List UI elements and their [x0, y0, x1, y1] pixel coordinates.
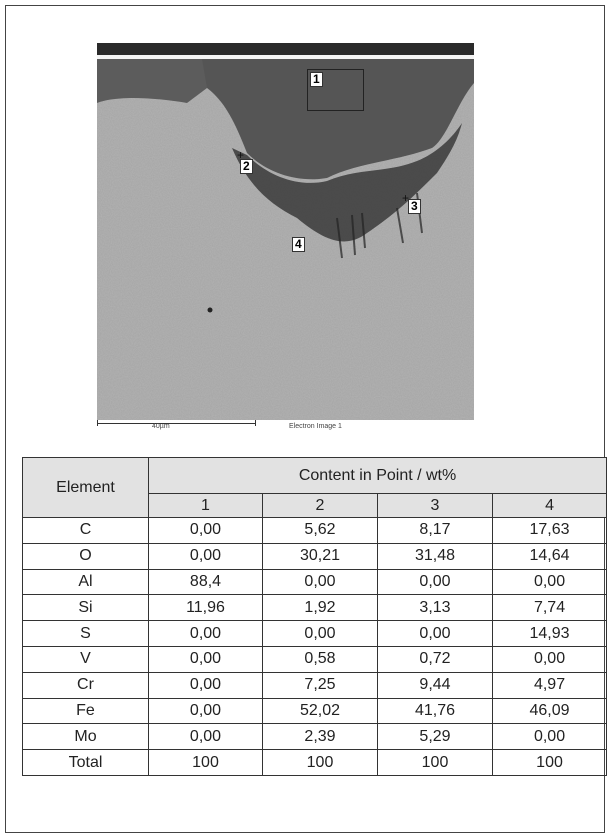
value-cell: 0,58 [262, 645, 378, 673]
element-header: Element [22, 457, 149, 518]
value-cell: 4,97 [491, 671, 608, 699]
value-cell: 0,72 [377, 645, 493, 673]
value-cell: 30,21 [262, 542, 378, 570]
element-cell: Mo [22, 723, 149, 751]
table-row: S 0,00 0,00 0,00 14,93 [22, 620, 608, 647]
scale-tick-left [97, 420, 98, 426]
value-cell: 0,00 [148, 517, 263, 544]
point-label-4: 4 [292, 237, 305, 252]
eds-composition-table: Element Content in Point / wt% 1 2 3 4 C… [22, 457, 608, 776]
point-label-1: 1 [310, 72, 323, 87]
value-cell: 1,92 [262, 594, 378, 622]
value-cell: 0,00 [491, 568, 608, 596]
table-row: Cr 0,00 7,25 9,44 4,97 [22, 671, 608, 699]
scale-label: 40µm [152, 423, 170, 430]
element-cell: C [22, 517, 149, 544]
value-cell: 31,48 [377, 542, 493, 570]
element-cell: Cr [22, 671, 149, 699]
value-cell: 0,00 [377, 568, 493, 596]
table-row: O 0,00 30,21 31,48 14,64 [22, 542, 608, 570]
point-header: 1 [148, 493, 263, 518]
value-cell: 11,96 [148, 594, 263, 622]
table-row: Fe 0,00 52,02 41,76 46,09 [22, 697, 608, 725]
value-cell: 88,4 [148, 568, 263, 596]
value-cell: 5,29 [377, 723, 493, 751]
table-row: C 0,00 5,62 8,17 17,63 [22, 517, 608, 544]
value-cell: 100 [377, 749, 493, 776]
table-body: C 0,00 5,62 8,17 17,63 O 0,00 30,21 31,48 14,64 Al… [22, 517, 608, 776]
scale-line [97, 423, 255, 424]
value-cell: 14,64 [491, 542, 608, 570]
point-label-2: 2 [240, 159, 253, 174]
value-cell: 0,00 [262, 620, 378, 647]
value-cell: 7,74 [491, 594, 608, 622]
point-header: 3 [377, 493, 493, 518]
table-row: Total 100 100 100 100 [22, 749, 608, 776]
point-2-marker: + [237, 148, 245, 162]
value-cell: 2,39 [262, 723, 378, 751]
value-cell: 0,00 [148, 542, 263, 570]
element-cell: Total [22, 749, 149, 776]
sem-image [97, 43, 474, 420]
value-cell: 9,44 [377, 671, 493, 699]
value-cell: 8,17 [377, 517, 493, 544]
value-cell: 0,00 [148, 671, 263, 699]
value-cell: 5,62 [262, 517, 378, 544]
value-cell: 0,00 [262, 568, 378, 596]
scale-tick-right [255, 420, 256, 426]
point-label-3: 3 [408, 199, 421, 214]
image-caption: Electron Image 1 [289, 423, 342, 430]
value-cell: 0,00 [491, 723, 608, 751]
element-cell: Si [22, 594, 149, 622]
table-row: Mo 0,00 2,39 5,29 0,00 [22, 723, 608, 751]
value-cell: 7,25 [262, 671, 378, 699]
figure-frame: 1 + 2 + 3 4 40µm Electron Image 1 Elemen… [5, 5, 608, 833]
table-row: Al 88,4 0,00 0,00 0,00 [22, 568, 608, 596]
value-cell: 100 [148, 749, 263, 776]
value-cell: 41,76 [377, 697, 493, 725]
element-cell: V [22, 645, 149, 673]
table-row: Si 11,96 1,92 3,13 7,74 [22, 594, 608, 622]
value-cell: 0,00 [491, 645, 608, 673]
value-cell: 52,02 [262, 697, 378, 725]
value-cell: 0,00 [148, 697, 263, 725]
value-cell: 14,93 [491, 620, 608, 647]
point-header: 4 [491, 493, 608, 518]
value-cell: 46,09 [491, 697, 608, 725]
content-header: Content in Point / wt% [147, 457, 608, 494]
element-cell: S [22, 620, 149, 647]
value-cell: 100 [262, 749, 378, 776]
value-cell: 0,00 [148, 645, 263, 673]
value-cell: 100 [491, 749, 608, 776]
scale-bar: 40µm Electron Image 1 [97, 420, 474, 433]
value-cell: 0,00 [377, 620, 493, 647]
value-cell: 3,13 [377, 594, 493, 622]
value-cell: 0,00 [148, 723, 263, 751]
point-header: 2 [262, 493, 378, 518]
element-cell: Fe [22, 697, 149, 725]
point-3-marker: + [402, 191, 410, 205]
element-cell: O [22, 542, 149, 570]
value-cell: 0,00 [148, 620, 263, 647]
element-cell: Al [22, 568, 149, 596]
sem-micrograph: 1 + 2 + 3 4 40µm Electron Image 1 [97, 43, 474, 433]
point-1-box [307, 69, 364, 111]
table-row: V 0,00 0,58 0,72 0,00 [22, 645, 608, 673]
value-cell: 17,63 [491, 517, 608, 544]
